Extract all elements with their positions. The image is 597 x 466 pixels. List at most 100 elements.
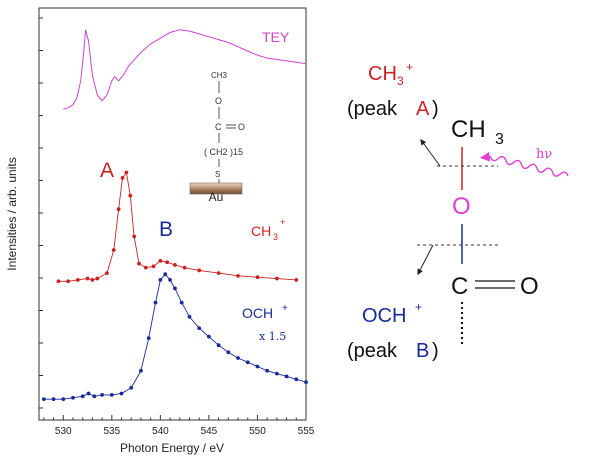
data-point [265,368,270,373]
data-point [90,278,95,282]
peak-a-letter: A [100,159,114,182]
data-point [109,393,114,397]
svg-text:3: 3 [397,74,404,88]
svg-text:CH: CH [368,63,397,85]
svg-text:A: A [416,98,430,120]
data-point [207,334,211,339]
x-axis-title: Photon Energy / eV [120,441,224,455]
ch3-series-label: CH 3 + [251,217,285,242]
data-point [95,276,100,281]
svg-text:+: + [282,303,288,314]
svg-text:CH: CH [251,223,271,239]
data-point [120,176,125,180]
data-point [146,336,151,340]
tey-label: TEY [262,29,290,45]
methyl-group: CH 3 [451,116,504,148]
data-point [216,271,221,276]
x-tick-label-3: 545 [201,426,218,437]
carbon-atom: C [451,273,468,300]
data-point [105,271,109,276]
data-point [129,385,134,390]
data-point [173,286,177,291]
y-axis-title: Intensities / arb. units [5,157,19,270]
svg-text:B: B [416,340,429,362]
data-point [216,343,221,348]
data-point [274,371,279,376]
data-point [151,264,156,269]
svg-text:CH: CH [451,116,486,143]
photon-label: hν [536,147,552,162]
data-point [168,277,172,282]
data-point [197,268,202,273]
data-point [75,278,80,282]
svg-text:O: O [238,122,245,132]
data-point [255,364,260,369]
inset-molecule: CH3 O C O ( CH2 )15 S Au [189,71,245,204]
scale-note: x 1.5 [259,330,286,343]
data-point [128,193,133,198]
svg-text:): ) [432,98,439,120]
arrow-to-och [417,244,434,276]
data-point [111,248,116,252]
data-point [182,265,187,270]
svg-text:(peak: (peak [347,98,398,120]
x-tick-label-1: 535 [103,426,120,437]
data-point [80,394,85,399]
series-0 [63,29,307,110]
svg-text:S: S [215,170,220,179]
svg-text:Au: Au [209,190,224,204]
data-point [294,278,299,282]
data-point [158,258,163,263]
oxygen-atom: O [452,193,471,220]
svg-text:+: + [415,300,422,314]
peak-b-label: (peak B ) [347,340,439,362]
data-point [119,391,124,396]
svg-text:CH3: CH3 [211,71,228,80]
data-point [85,276,90,281]
series-layer [41,29,308,402]
data-point [165,260,170,265]
peak-b-letter: B [159,218,173,241]
x-tick-label-2: 540 [152,426,169,437]
fragmentation-diagram: CH 3 + (peak A ) CH 3 O hν C O OCH + [347,60,569,362]
och-series-label: OCH + [242,303,288,321]
svg-text:3: 3 [273,232,278,242]
series-line-0 [63,29,307,110]
x-tick-label-5: 555 [298,426,315,437]
svg-text:C: C [215,122,222,132]
data-point [187,314,192,319]
data-point [116,207,121,212]
data-point [100,393,105,397]
data-point [71,395,75,400]
series-2 [41,272,308,402]
data-point [158,277,163,282]
data-point [173,263,177,267]
x-tick-label-4: 550 [249,426,266,437]
data-point [245,360,250,365]
arrow-to-ch3 [420,139,441,167]
data-point [92,394,97,399]
data-point [56,279,61,284]
svg-text:3: 3 [495,131,504,148]
data-point [139,368,143,373]
data-point [255,275,260,280]
data-point [274,276,279,281]
data-point [132,234,137,239]
data-point [236,273,240,278]
data-point [226,350,231,355]
x-tick-label-0: 530 [55,426,72,437]
data-point [294,377,299,382]
data-point [163,272,168,277]
svg-text:(peak: (peak [347,340,398,362]
data-point [197,326,202,331]
data-point [41,397,46,402]
photon-wave [479,151,569,177]
data-point [284,374,289,379]
ch3-ion-label: CH 3 + [368,60,413,88]
data-point [236,356,240,360]
data-point [124,170,129,175]
svg-text:): ) [432,340,439,362]
och-ion-label: OCH + [362,300,422,327]
data-point [66,279,71,284]
